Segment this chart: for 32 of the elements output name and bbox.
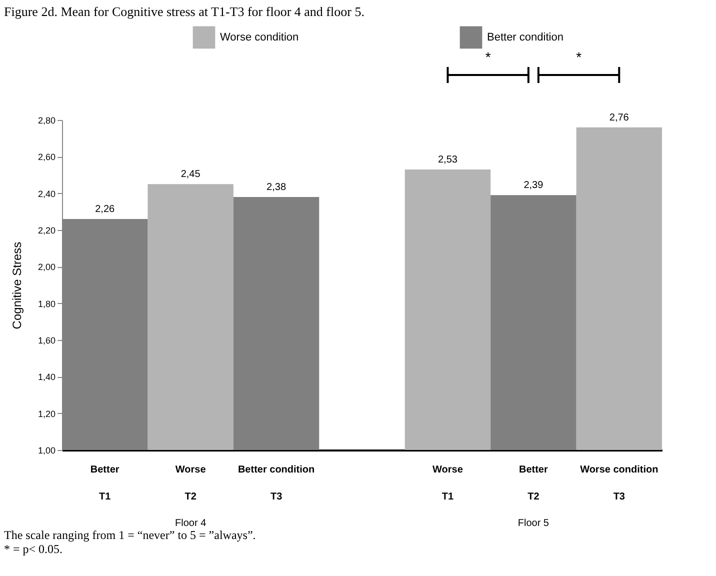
y-tick-label: 1,60 — [38, 336, 56, 346]
data-label: 2,39 — [524, 180, 544, 192]
data-label: 2,53 — [438, 154, 458, 166]
category-label: Worse condition T3 — [580, 464, 658, 502]
category-label: Better T2 — [518, 464, 548, 502]
text: Floor 5 — [518, 518, 550, 529]
y-tick-label: 2,40 — [38, 188, 56, 199]
text: * = p< 0.05. — [3, 542, 64, 556]
text: Floor 4 — [175, 518, 207, 529]
data-label: 2,76 — [609, 112, 630, 124]
legend-label: Better condition — [487, 31, 564, 44]
y-tick-label: 2,80 — [38, 116, 56, 126]
text: * — [485, 49, 492, 65]
category-label: Worse T2 — [175, 464, 206, 502]
y-tick-label: 2,00 — [38, 262, 56, 272]
data-label: 2,26 — [95, 204, 116, 215]
legend-label: Worse condition — [220, 31, 299, 44]
y-axis-title: Cognitive Stress — [10, 242, 24, 330]
y-tick-label: 2,20 — [38, 226, 56, 236]
y-tick-label: 1,00 — [38, 446, 56, 456]
chart-title: Figure 2d. Mean for Cognitive stress at T1-T3 for floor 4 and floor 5. — [3, 3, 366, 20]
category-label: Worse T1 — [432, 464, 463, 502]
y-tick-label: 1,40 — [38, 372, 56, 382]
category-label: Better condition T3 — [238, 464, 315, 502]
data-label: 2,45 — [180, 169, 201, 180]
y-tick-label: 1,80 — [38, 298, 56, 309]
text: The scale ranging from 1 = “never” to 5 = ”always”. — [3, 528, 257, 542]
text: * — [576, 49, 582, 65]
y-tick-label: 1,20 — [38, 408, 56, 419]
y-tick-label: 2,60 — [38, 152, 56, 162]
category-label: Better T1 — [90, 464, 120, 502]
data-label: 2,38 — [266, 182, 286, 193]
